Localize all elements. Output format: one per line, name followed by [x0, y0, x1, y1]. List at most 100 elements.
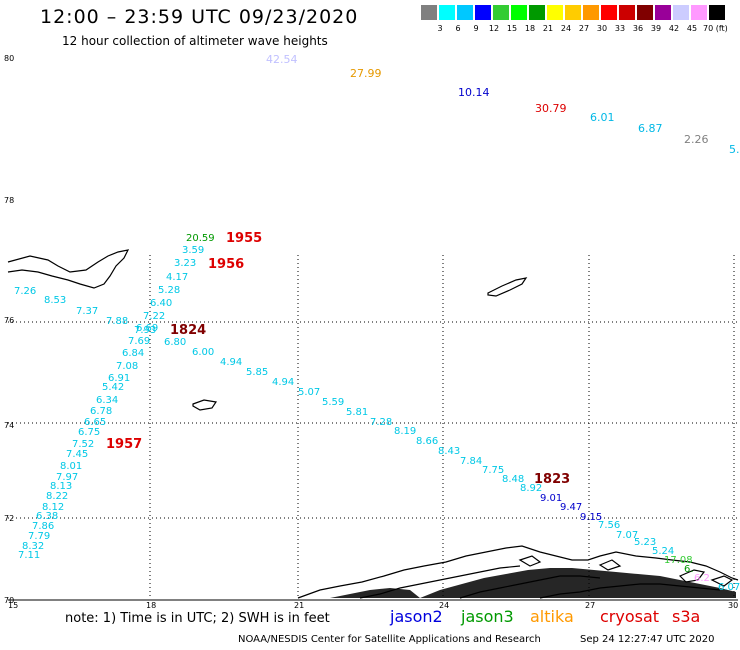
wave-height-value: 5.	[729, 143, 740, 156]
color-swatch	[547, 5, 563, 20]
color-scale-label: 36	[632, 24, 644, 33]
wave-height-value: 7.84	[460, 456, 482, 467]
wave-height-value: 6.40	[150, 298, 172, 309]
color-scale-label: 39	[650, 24, 662, 33]
longitude-labels: 15 18 21 24 27 30	[8, 601, 738, 610]
wave-height-value: 6.	[684, 564, 694, 575]
wave-height-value: 7.22	[143, 311, 165, 322]
wave-height-value: 4.94	[272, 377, 294, 388]
satellite-label: jason3	[461, 607, 514, 626]
wave-height-value: 20.59	[186, 233, 215, 244]
longitude-label: 18	[146, 601, 156, 610]
satellite-label: s3a	[672, 607, 701, 626]
coastline-fill	[330, 568, 736, 598]
satellite-label: jason2	[390, 607, 443, 626]
color-scale-label: 15	[506, 24, 518, 33]
longitude-label: 30	[728, 601, 738, 610]
wave-height-value: 7.79	[28, 531, 50, 542]
pass-time-label: 1956	[208, 257, 244, 272]
wave-height-value: 6.78	[90, 406, 112, 417]
wave-height-value: 8.13	[50, 481, 72, 492]
latitude-label: 76	[4, 316, 14, 325]
latitude-label: 72	[4, 514, 14, 523]
color-swatch	[619, 5, 635, 20]
wave-height-value: 8.19	[394, 426, 416, 437]
color-swatch	[637, 5, 653, 20]
wave-height-value: 8.01	[60, 461, 82, 472]
wave-height-value: 7.28	[370, 417, 392, 428]
latitude-label: 74	[4, 421, 14, 430]
wave-height-value: 2.26	[684, 133, 709, 146]
wave-height-value: 7.08	[116, 361, 138, 372]
pass-time-label: 1823	[534, 472, 570, 487]
wave-height-value: 9.01	[540, 493, 562, 504]
wave-height-value: 8.43	[438, 446, 460, 457]
longitude-label: 24	[439, 601, 449, 610]
color-scale-label: 3	[437, 24, 443, 33]
wave-height-value: 6.80	[164, 337, 186, 348]
color-swatch	[439, 5, 455, 20]
wave-height-value: 8.22	[46, 491, 68, 502]
wave-height-value: 6.75	[78, 427, 100, 438]
wave-height-value: 8.92	[520, 483, 542, 494]
wave-height-value: 4.94	[220, 357, 242, 368]
wave-height-value: 7.93	[134, 325, 156, 336]
color-swatch	[709, 5, 725, 20]
pass-time-label: 1955	[226, 231, 262, 246]
color-scale-label: 30	[596, 24, 608, 33]
latitude-labels: 80 78 76 74 72 70	[4, 54, 14, 605]
wave-height-value: 7.45	[66, 449, 88, 460]
wave-height-value: 5.24	[652, 546, 674, 557]
color-swatch	[655, 5, 671, 20]
satellite-label: cryosat	[600, 607, 660, 626]
wave-height-value: 30.79	[535, 102, 567, 115]
wave-height-value: 8.12	[42, 502, 64, 513]
wave-height-value: 8.48	[502, 474, 524, 485]
color-scale-label: 6	[455, 24, 461, 33]
color-swatch	[529, 5, 545, 20]
wave-height-value: 6.91	[108, 373, 130, 384]
wave-height-value: 5.59	[322, 397, 344, 408]
wave-height-value: 6.2	[694, 573, 710, 584]
generated-timestamp: Sep 24 12:27:47 UTC 2020	[580, 634, 715, 645]
wave-height-value: 4.17	[166, 272, 188, 283]
wave-height-value: 7.52	[72, 439, 94, 450]
wave-height-value: 3.59	[182, 245, 204, 256]
wave-height-value: 7.69	[128, 336, 150, 347]
wave-height-value: 17.08	[664, 555, 693, 566]
map-title: 12:00 – 23:59 UTC 09/23/2020	[40, 6, 359, 28]
color-scale-label: 70 (ft)	[703, 24, 728, 33]
wave-height-value: 7.11	[18, 550, 40, 561]
color-swatch	[511, 5, 527, 20]
wave-height-observations: 42.5427.9910.1430.796.016.872.265.20.593…	[14, 53, 740, 593]
satellite-label: altika	[530, 607, 574, 626]
wave-height-value: 8.53	[44, 295, 66, 306]
color-swatch	[601, 5, 617, 20]
wave-height-value: 7.37	[76, 306, 98, 317]
map-subtitle: 12 hour collection of altimeter wave hei…	[62, 34, 328, 48]
wave-height-value: 5.85	[246, 367, 268, 378]
latitude-label: 78	[4, 196, 14, 205]
color-swatch	[673, 5, 689, 20]
wave-height-value: 9.15	[580, 512, 602, 523]
wave-height-value: 7.97	[56, 472, 78, 483]
wave-height-value: 5.07	[298, 387, 320, 398]
wave-height-value: 8.32	[22, 541, 44, 552]
wave-height-value: 9.47	[560, 502, 582, 513]
wave-height-value: 5.28	[158, 285, 180, 296]
wave-height-value: 8.66	[416, 436, 438, 447]
wave-height-value: 7.88	[106, 316, 128, 327]
pass-time-label: 1824	[170, 323, 206, 338]
color-swatch	[457, 5, 473, 20]
wave-height-value: 7.75	[482, 465, 504, 476]
wave-height-value: 6.01	[590, 111, 615, 124]
wave-height-value: 27.99	[350, 67, 382, 80]
color-scale-label: 27	[578, 24, 590, 33]
color-swatch	[421, 5, 437, 20]
longitude-label: 21	[294, 601, 304, 610]
color-scale-label: 24	[560, 24, 572, 33]
latitude-label: 70	[4, 596, 14, 605]
color-scale-label: 42	[668, 24, 680, 33]
wave-height-value: 6.84	[122, 348, 144, 359]
color-scale-label: 9	[473, 24, 479, 33]
